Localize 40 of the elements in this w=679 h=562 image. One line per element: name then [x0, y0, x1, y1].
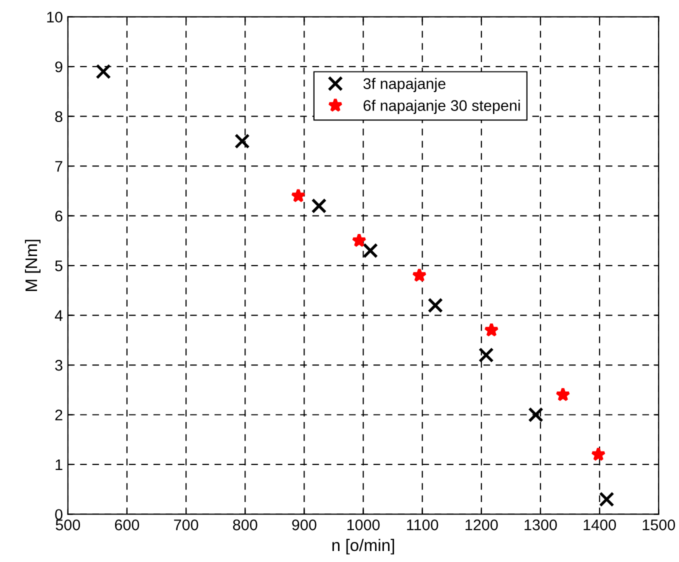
x-tick-label: 800 [233, 519, 258, 530]
y-tick-label: 4 [54, 310, 63, 321]
point [428, 298, 443, 313]
point [599, 492, 614, 507]
point [484, 322, 499, 337]
point [412, 268, 427, 282]
point [311, 198, 327, 214]
x-tick-label: 1300 [524, 519, 557, 530]
point [352, 233, 366, 248]
x-axis-title: n [o/min] [332, 538, 394, 554]
legend-label: 3f napajanje [363, 78, 446, 92]
y-tick-label: 9 [55, 61, 62, 72]
point [234, 134, 250, 149]
legend-label: 6f napajanje 30 stepeni [364, 100, 520, 114]
x-tick-label: 700 [174, 519, 198, 530]
y-tick-label: 8 [55, 111, 62, 122]
point [528, 407, 544, 422]
y-tick-label: 5 [55, 260, 62, 272]
y-tick-label: 6 [55, 210, 62, 222]
y-tick-label: 7 [55, 161, 62, 172]
y-tick-label: 0 [55, 509, 62, 520]
point [591, 446, 606, 461]
y-tick-label: 3 [55, 360, 62, 371]
point [290, 188, 306, 202]
x-tick-label: 1500 [642, 519, 676, 530]
x-tick-label: 1400 [584, 519, 616, 530]
x-tick-label: 600 [115, 519, 140, 530]
x-tick-label: 1100 [407, 519, 438, 530]
y-tick-label: 1 [56, 460, 62, 470]
x-tick-label: 1200 [466, 519, 498, 530]
point [96, 64, 111, 80]
y-tick-label: 2 [55, 410, 62, 420]
x-tick-label: 500 [56, 519, 80, 530]
point [556, 387, 570, 402]
y-tick-label: 10 [47, 12, 62, 23]
x-tick-label: 1000 [347, 519, 380, 530]
x-tick-label: 900 [292, 519, 316, 530]
point [478, 347, 494, 363]
y-axis-title: M [Nm] [24, 240, 40, 292]
point [362, 242, 378, 258]
